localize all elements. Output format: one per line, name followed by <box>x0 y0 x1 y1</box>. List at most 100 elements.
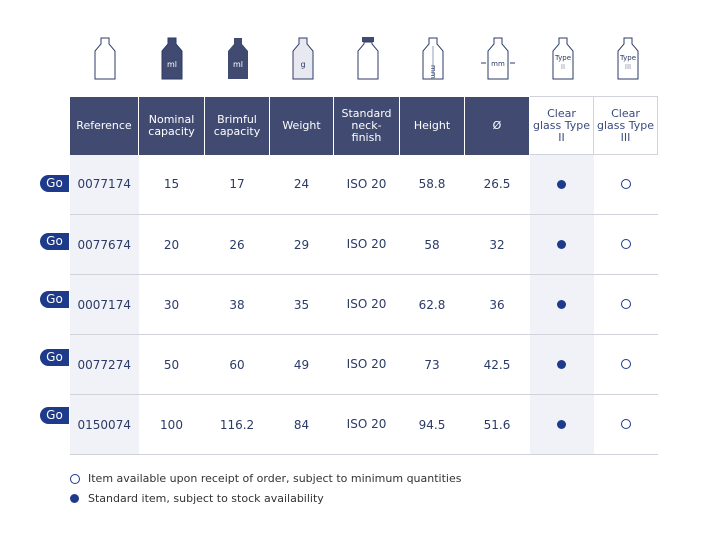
bottle-height-icon: mm <box>400 36 465 86</box>
cell-finish: ISO 20 <box>333 334 400 395</box>
cell-type2 <box>529 214 594 275</box>
filled-circle-icon <box>70 494 79 503</box>
go-button[interactable]: Go <box>40 233 69 250</box>
open-circle-icon <box>620 238 631 249</box>
legend-standard-text: Standard item, subject to stock availabi… <box>88 492 324 505</box>
cell-ref: 0077674 <box>70 214 139 275</box>
cell-height: 73 <box>399 334 465 395</box>
bottle-outline-icon <box>70 36 139 86</box>
cell-diameter: 36 <box>464 274 530 335</box>
cell-type3 <box>593 214 658 275</box>
cell-nominal: 50 <box>138 334 205 395</box>
bottle-ml-brimful-icon: ml <box>205 36 270 86</box>
type-label: Type <box>553 54 570 62</box>
header-type-iii: Clear glass Type III <box>593 96 658 155</box>
cell-type3 <box>593 154 658 215</box>
cell-brimful: 26 <box>204 214 270 275</box>
cell-brimful: 17 <box>204 154 270 215</box>
mm-label: mm <box>429 65 437 79</box>
legend-standard: Standard item, subject to stock availabi… <box>70 492 324 505</box>
legend-on-order-text: Item available upon receipt of order, su… <box>88 472 462 485</box>
go-button[interactable]: Go <box>40 349 69 366</box>
bottle-type-ii-icon: Type II <box>530 36 595 86</box>
header-diameter: Ø <box>464 96 530 155</box>
cell-ref: 0077174 <box>70 154 139 215</box>
cell-finish: ISO 20 <box>333 214 400 275</box>
cell-diameter: 51.6 <box>464 394 530 455</box>
cell-type2 <box>529 334 594 395</box>
filled-circle-icon <box>557 359 566 369</box>
open-circle-icon <box>620 358 631 369</box>
header-nominal-capacity: Nominal capacity <box>138 96 205 155</box>
cell-brimful: 38 <box>204 274 270 335</box>
type-label: Type <box>618 54 635 62</box>
go-button[interactable]: Go <box>40 175 69 192</box>
table-row: 0077174 15 17 24 ISO 20 58.8 26.5 <box>70 154 658 215</box>
iii-label: III <box>624 63 630 71</box>
bottle-neck-finish-icon <box>335 36 400 86</box>
table-row: 0077674 20 26 29 ISO 20 58 32 <box>70 214 658 275</box>
cell-ref: 0150074 <box>70 394 139 455</box>
cell-weight: 29 <box>269 214 334 275</box>
cell-ref: 0077274 <box>70 334 139 395</box>
table-row: 0007174 30 38 35 ISO 20 62.8 36 <box>70 274 658 335</box>
product-table: Reference Nominal capacity Brimful capac… <box>70 96 658 455</box>
filled-circle-icon <box>557 299 566 309</box>
cell-weight: 35 <box>269 274 334 335</box>
filled-circle-icon <box>557 239 566 249</box>
go-button[interactable]: Go <box>40 291 69 308</box>
ml-label: ml <box>167 60 177 69</box>
cell-brimful: 60 <box>204 334 270 395</box>
cell-finish: ISO 20 <box>333 154 400 215</box>
cell-type3 <box>593 274 658 335</box>
mm-label: mm <box>491 60 505 68</box>
cell-nominal: 30 <box>138 274 205 335</box>
cell-type3 <box>593 394 658 455</box>
cell-finish: ISO 20 <box>333 394 400 455</box>
header-type-ii: Clear glass Type II <box>529 96 594 155</box>
cell-height: 58.8 <box>399 154 465 215</box>
cell-brimful: 116.2 <box>204 394 270 455</box>
ml-label: ml <box>232 60 242 69</box>
header-reference: Reference <box>70 96 139 155</box>
bottle-diameter-icon: mm <box>465 36 530 86</box>
header-height: Height <box>399 96 465 155</box>
cell-nominal: 20 <box>138 214 205 275</box>
cell-nominal: 15 <box>138 154 205 215</box>
header-weight: Weight <box>269 96 334 155</box>
cell-weight: 24 <box>269 154 334 215</box>
filled-circle-icon <box>557 419 566 429</box>
legend-on-order: Item available upon receipt of order, su… <box>70 472 461 485</box>
cell-height: 94.5 <box>399 394 465 455</box>
cell-finish: ISO 20 <box>333 274 400 335</box>
table-row: 0150074 100 116.2 84 ISO 20 94.5 51.6 <box>70 394 658 455</box>
bottle-type-iii-icon: Type III <box>595 36 660 86</box>
open-circle-icon <box>620 178 631 189</box>
go-button[interactable]: Go <box>40 407 69 424</box>
bottle-ml-nominal-icon: ml <box>139 36 205 86</box>
cell-type2 <box>529 154 594 215</box>
bottle-weight-icon: g <box>270 36 335 86</box>
icon-row: ml ml g mm mm Type II Type III <box>70 36 660 86</box>
cell-nominal: 100 <box>138 394 205 455</box>
cell-type2 <box>529 394 594 455</box>
cell-type2 <box>529 274 594 335</box>
g-label: g <box>300 60 305 69</box>
cell-type3 <box>593 334 658 395</box>
cell-diameter: 32 <box>464 214 530 275</box>
cell-ref: 0007174 <box>70 274 139 335</box>
filled-circle-icon <box>557 179 566 189</box>
open-circle-icon <box>620 298 631 309</box>
ii-label: II <box>560 63 564 71</box>
cell-height: 62.8 <box>399 274 465 335</box>
header-brimful-capacity: Brimful capacity <box>204 96 270 155</box>
cell-weight: 84 <box>269 394 334 455</box>
cell-diameter: 42.5 <box>464 334 530 395</box>
cell-weight: 49 <box>269 334 334 395</box>
table-row: 0077274 50 60 49 ISO 20 73 42.5 <box>70 334 658 395</box>
header-neck-finish: Standard neck-finish <box>333 96 400 155</box>
open-circle-icon <box>620 418 631 429</box>
cell-diameter: 26.5 <box>464 154 530 215</box>
cell-height: 58 <box>399 214 465 275</box>
open-circle-icon <box>70 474 80 484</box>
